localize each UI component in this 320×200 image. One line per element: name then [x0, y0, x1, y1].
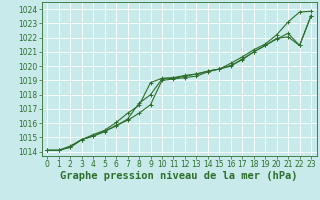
X-axis label: Graphe pression niveau de la mer (hPa): Graphe pression niveau de la mer (hPa) [60, 171, 298, 181]
